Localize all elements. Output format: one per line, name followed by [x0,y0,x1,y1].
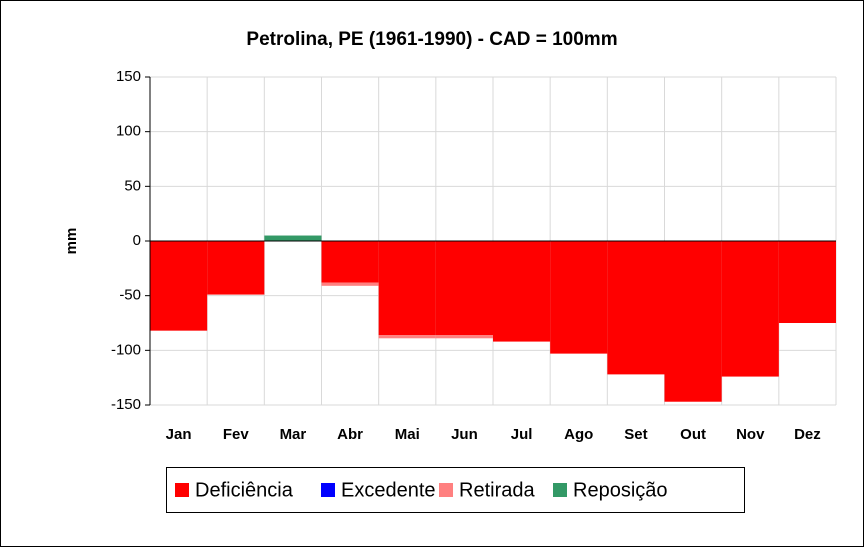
legend-label: Retirada [459,479,535,501]
legend-swatch [175,483,189,497]
legend-label: Reposição [573,479,668,501]
x-tick-label: Ago [564,426,593,443]
x-tick-label: Fev [223,426,250,443]
x-tick-label: Jun [451,426,478,443]
y-tick-label: 150 [116,68,141,85]
bar [321,282,379,286]
x-tick-label: Mai [395,426,420,443]
bar [493,241,551,342]
x-tick-label: Dez [794,426,821,443]
x-tick-label: Set [624,426,647,443]
bar [778,241,836,323]
bar [607,241,665,375]
bar [378,241,436,336]
y-tick-label: 0 [133,232,141,249]
y-tick-label: 50 [124,177,141,194]
bars [150,235,836,402]
legend: Deficiência Excedente Retirada Reposição [175,479,668,501]
x-tick-label: Abr [337,426,363,443]
y-tick-label: -100 [111,341,141,358]
bar [378,335,436,339]
bar [150,241,208,331]
legend-swatch [553,483,567,497]
bar [721,241,779,377]
y-tick-label: 100 [116,123,141,140]
bar [321,241,379,283]
bar [264,235,322,241]
legend-swatch [321,483,335,497]
x-tick-label: Out [680,426,706,443]
y-tick-label: -150 [111,396,141,413]
bar [435,335,493,339]
bar [664,241,722,402]
y-axis-label: mm [63,228,80,255]
legend-label: Excedente [341,479,436,501]
x-tick-label: Mar [280,426,307,443]
x-tick-label: Jul [511,426,533,443]
x-tick-label: Jan [166,426,192,443]
bar [435,241,493,336]
bar [550,241,608,354]
legend-swatch [439,483,453,497]
y-tick-label: -50 [119,287,141,304]
axes: -150 -100 -50 0 50 100 150 Jan Fev Mar Abr Mai Jun Ju… [111,68,836,443]
chart-title: Petrolina, PE (1961-1990) - CAD = 100mm [246,29,617,50]
x-tick-label: Nov [736,426,765,443]
legend-label: Deficiência [195,479,294,501]
bar [207,241,265,295]
legend-box [166,467,745,513]
